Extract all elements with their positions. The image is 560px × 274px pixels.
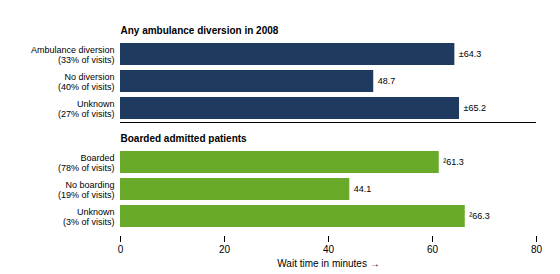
svg-text:48.7: 48.7 [378,76,396,86]
svg-text:Any ambulance diversion in 200: Any ambulance diversion in 2008 [121,25,279,36]
svg-text:Wait time in minutes →: Wait time in minutes → [277,258,379,269]
svg-text:±64.3: ±64.3 [459,49,481,59]
svg-text:Unknown(27% of visits): Unknown(27% of visits) [58,99,115,119]
svg-text:±65.2: ±65.2 [464,103,486,113]
svg-text:Unknown(3% of visits): Unknown(3% of visits) [63,207,115,227]
svg-text:80: 80 [531,244,543,255]
svg-text:0: 0 [118,244,124,255]
svg-text:Ambulance diversion(33% of vis: Ambulance diversion(33% of visits) [31,45,115,65]
svg-text:20: 20 [219,244,231,255]
svg-text:No boarding(19% of visits): No boarding(19% of visits) [58,180,115,200]
svg-text:Boarded(78% of visits): Boarded(78% of visits) [58,153,115,173]
svg-text:40: 40 [323,244,335,255]
svg-text:²66.3: ²66.3 [469,211,490,221]
svg-text:60: 60 [427,244,439,255]
svg-text:²61.3: ²61.3 [443,157,464,167]
svg-text:44.1: 44.1 [354,184,372,194]
svg-text:No diversion(40% of visits): No diversion(40% of visits) [58,72,115,92]
svg-text:Boarded admitted patients: Boarded admitted patients [121,133,248,144]
